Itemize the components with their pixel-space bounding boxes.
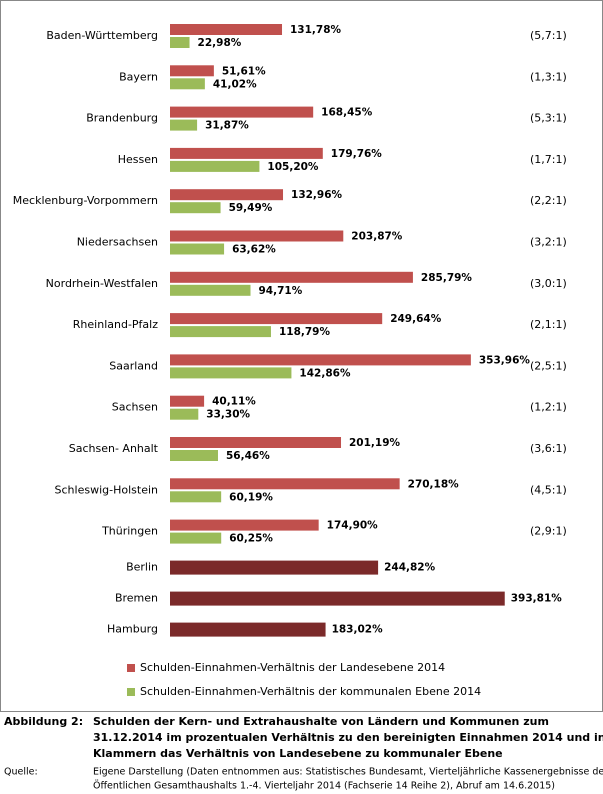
ratio-label: (1,3:1): [530, 70, 567, 83]
bar: [170, 106, 314, 118]
legend-swatch: [127, 688, 135, 696]
category-label: Berlin: [126, 561, 158, 574]
bar: [170, 230, 344, 242]
category-label: Rheinland-Pfalz: [73, 318, 158, 331]
bar: [170, 202, 221, 214]
value-label: 285,79%: [421, 272, 473, 284]
value-label: 270,18%: [408, 478, 460, 490]
category-label: Hamburg: [107, 623, 158, 636]
value-label: 94,71%: [259, 285, 303, 297]
ratio-label: (2,9:1): [530, 525, 567, 538]
bar: [170, 78, 205, 90]
bar: [170, 591, 505, 606]
bar: [170, 271, 413, 283]
bar: [170, 560, 379, 575]
ratio-label: (1,2:1): [530, 401, 567, 414]
ratio-label: (4,5:1): [530, 483, 567, 496]
category-label: Nordrhein-Westfalen: [46, 277, 158, 290]
value-label: 59,49%: [229, 202, 273, 214]
bar: [170, 367, 292, 379]
ratio-label: (2,2:1): [530, 194, 567, 207]
bar: [170, 491, 222, 503]
value-label: 33,30%: [206, 409, 250, 421]
caption-line: Schulden der Kern- und Extrahaushalte vo…: [93, 715, 549, 728]
ratio-label: (2,1:1): [530, 318, 567, 331]
bar: [170, 243, 225, 255]
ratio-label: (3,2:1): [530, 236, 567, 249]
bar: [170, 408, 199, 420]
category-label: Mecklenburg-Vorpommern: [13, 194, 158, 207]
bar: [170, 450, 218, 461]
ratio-label: (5,3:1): [530, 112, 567, 125]
value-label: 132,96%: [291, 189, 343, 201]
source-line: Öffentlichen Gesamthaushalts 1.-4. Viert…: [93, 781, 555, 792]
bar: [170, 189, 284, 201]
bar: [170, 395, 205, 407]
value-label: 353,96%: [479, 354, 531, 366]
value-label: 56,46%: [226, 450, 270, 462]
value-label: 203,87%: [351, 231, 403, 243]
category-label: Brandenburg: [86, 112, 158, 125]
source-line: Eigene Darstellung (Daten entnommen aus:…: [93, 767, 603, 778]
legend-label: Schulden-Einnahmen-Verhältnis der Landes…: [140, 661, 445, 674]
value-label: 244,82%: [384, 562, 436, 574]
category-label: Schleswig-Holstein: [55, 483, 158, 496]
bar: [170, 519, 319, 531]
bar: [170, 622, 326, 637]
value-label: 60,25%: [229, 533, 273, 545]
bar: [170, 354, 471, 366]
bar: [170, 24, 283, 35]
category-label: Niedersachsen: [77, 236, 158, 249]
category-label: Baden-Württemberg: [46, 29, 158, 42]
value-label: 183,02%: [332, 624, 384, 636]
caption-label: Abbildung 2:: [4, 715, 83, 728]
value-label: 179,76%: [331, 148, 383, 160]
bar: [170, 532, 222, 544]
value-label: 131,78%: [290, 24, 342, 36]
value-label: 40,11%: [212, 396, 256, 408]
bar: [170, 119, 198, 131]
caption-line: Klammern das Verhältnis von Landesebene …: [93, 747, 503, 760]
bar: [170, 37, 190, 48]
bar: [170, 284, 251, 296]
bar: [170, 147, 323, 159]
value-label: 201,19%: [349, 437, 401, 449]
category-label: Bremen: [115, 592, 158, 605]
value-label: 31,87%: [205, 120, 249, 132]
value-label: 60,19%: [229, 491, 273, 503]
value-label: 142,86%: [299, 367, 351, 379]
category-label: Hessen: [118, 153, 158, 166]
value-label: 118,79%: [279, 326, 331, 338]
category-label: Bayern: [119, 70, 158, 83]
value-label: 22,98%: [198, 37, 242, 49]
bar: [170, 313, 383, 325]
bar: [170, 65, 214, 77]
bar: [170, 437, 342, 448]
category-label: Sachsen: [112, 401, 158, 414]
value-label: 41,02%: [213, 78, 257, 90]
ratio-label: (3,6:1): [530, 442, 567, 455]
ratio-label: (2,5:1): [530, 359, 567, 372]
ratio-label: (3,0:1): [530, 277, 567, 290]
bar: [170, 326, 271, 338]
value-label: 393,81%: [511, 593, 563, 605]
bar: [170, 478, 400, 490]
value-label: 51,61%: [222, 65, 266, 77]
value-label: 168,45%: [321, 107, 373, 119]
value-label: 174,90%: [327, 520, 379, 532]
ratio-label: (1,7:1): [530, 153, 567, 166]
category-label: Saarland: [109, 359, 158, 372]
value-label: 249,64%: [390, 313, 442, 325]
category-label: Thüringen: [101, 525, 158, 538]
caption-line: 31.12.2014 im prozentualen Verhältnis zu…: [93, 731, 603, 744]
ratio-label: (5,7:1): [530, 29, 567, 42]
source-label: Quelle:: [4, 767, 38, 778]
category-label: Sachsen- Anhalt: [69, 442, 159, 455]
bar: [170, 160, 260, 172]
value-label: 63,62%: [232, 244, 276, 256]
legend-label: Schulden-Einnahmen-Verhältnis der kommun…: [140, 685, 481, 698]
legend-swatch: [127, 664, 135, 672]
value-label: 105,20%: [267, 161, 319, 173]
